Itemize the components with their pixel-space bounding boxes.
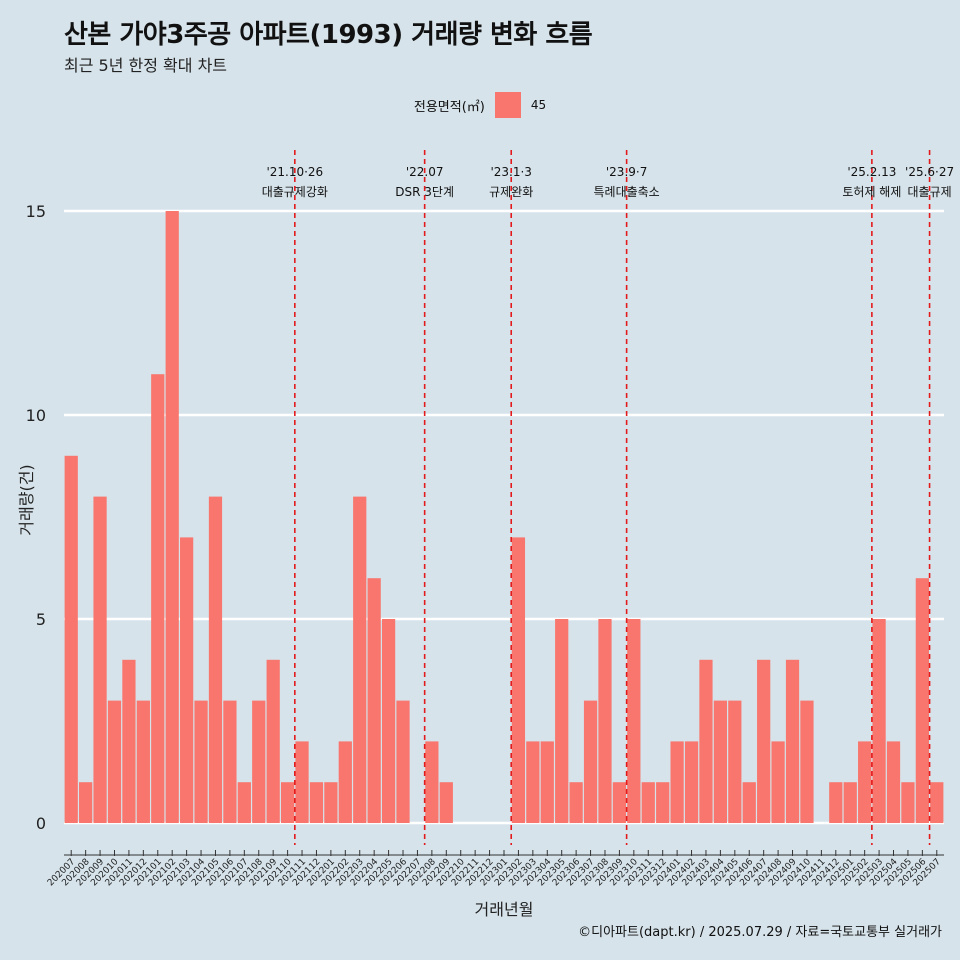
bar (93, 496, 107, 823)
y-tick-label: 10 (26, 406, 46, 425)
bar (800, 700, 814, 823)
legend-label: 45 (530, 98, 547, 112)
bar (266, 659, 280, 823)
bar (381, 619, 396, 823)
event-date: '25.6·27 (905, 165, 954, 179)
bar (107, 700, 122, 823)
bar (396, 700, 410, 823)
bar (295, 741, 309, 823)
bar (511, 537, 526, 823)
bar (122, 659, 136, 823)
bar (79, 782, 93, 823)
legend-title: 전용면적(㎡) (413, 99, 485, 115)
y-tick-label: 5 (36, 610, 46, 629)
bar (526, 741, 540, 823)
bar (180, 537, 194, 823)
chart-title: 산본 가야3주공 아파트(1993) 거래량 변화 흐름 (64, 20, 593, 50)
event-label: DSR 3단계 (395, 185, 454, 199)
bar (439, 782, 453, 823)
bar (627, 619, 641, 823)
bar (843, 782, 857, 823)
y-tick-label: 15 (26, 202, 46, 221)
bar (670, 741, 684, 823)
bar (324, 782, 338, 823)
bar (612, 782, 627, 823)
event-date: '22.07 (406, 165, 444, 179)
bar (338, 741, 352, 823)
chart-subtitle: 최근 5년 한정 확대 차트 (64, 56, 228, 75)
y-tick-label: 0 (36, 814, 46, 833)
bar (930, 782, 944, 823)
event-date: '21.10·26 (266, 165, 323, 179)
bar (598, 619, 612, 823)
bar (151, 374, 165, 823)
bar (583, 700, 598, 823)
bar (742, 782, 756, 823)
event-date: '23.1·3 (490, 165, 531, 179)
bar (872, 619, 886, 823)
bar (309, 782, 324, 823)
y-axis-title: 거래량(건) (17, 464, 36, 535)
bar (194, 700, 208, 823)
bar (713, 700, 728, 823)
event-label: 특례대출축소 (593, 185, 659, 199)
bar (829, 782, 843, 823)
legend-key (494, 92, 521, 118)
bar (64, 455, 78, 823)
bar (915, 578, 929, 823)
bar (540, 741, 554, 823)
caption: ©디아파트(dapt.kr) / 2025.07.29 / 자료=국토교통부 실… (578, 925, 942, 940)
bar (757, 659, 771, 823)
bar (858, 741, 872, 823)
bar (367, 578, 381, 823)
bar (237, 782, 251, 823)
bar (771, 741, 785, 823)
event-label: 토허제 해제 (842, 185, 901, 199)
bar (699, 659, 713, 823)
event-date: '25.2.13 (847, 165, 896, 179)
bar (569, 782, 583, 823)
bar (136, 700, 150, 823)
bar (165, 211, 179, 823)
bar (555, 619, 569, 823)
event-label: 대출규제 (907, 185, 951, 199)
bar (223, 700, 237, 823)
bar (280, 782, 295, 823)
bar (684, 741, 699, 823)
bar (785, 659, 800, 823)
bar (353, 496, 367, 823)
bar (656, 782, 670, 823)
bar (208, 496, 223, 823)
event-date: '23.9·7 (606, 165, 647, 179)
bar (641, 782, 655, 823)
legend: 전용면적(㎡) 45 (0, 92, 960, 118)
bar (901, 782, 915, 823)
bar (252, 700, 266, 823)
event-label: 규제완화 (489, 185, 533, 199)
bar (425, 741, 439, 823)
bar (728, 700, 742, 823)
event-label: 대출규제강화 (262, 185, 328, 199)
x-axis-title: 거래년월 (475, 900, 534, 919)
bar (886, 741, 901, 823)
